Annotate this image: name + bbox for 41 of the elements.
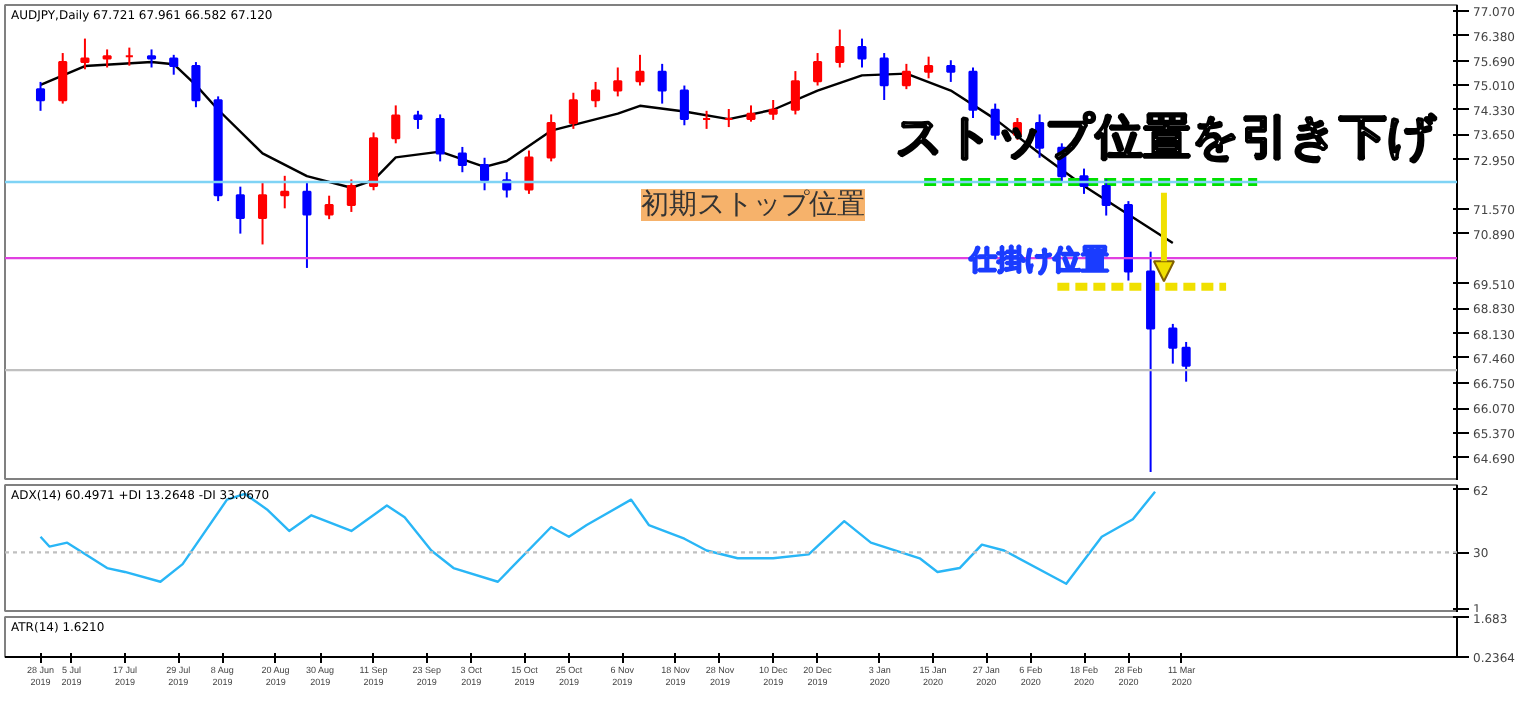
candlestick (391, 104, 401, 145)
candlestick (102, 48, 112, 69)
candlestick (146, 48, 157, 69)
candlestick (435, 113, 445, 163)
candlestick (813, 52, 823, 87)
candlestick (679, 84, 689, 127)
candlestick (879, 52, 889, 101)
candlestick (191, 61, 201, 109)
candlestick (480, 156, 490, 192)
candlestick (946, 59, 956, 83)
candlestick (591, 80, 601, 109)
candlestick (568, 91, 578, 130)
candlestick (302, 182, 312, 269)
candlestick (1101, 178, 1111, 217)
candlestick (524, 149, 534, 195)
candlestick (546, 113, 556, 163)
candlestick (1181, 340, 1191, 383)
candlestick (613, 66, 623, 98)
annotation: 初期ストップ位置 (641, 189, 865, 221)
candlestick (413, 109, 423, 130)
candlestick (768, 98, 778, 121)
candlestick (80, 37, 90, 71)
candlestick (324, 194, 334, 221)
candlestick (901, 62, 911, 91)
candlestick (924, 55, 934, 80)
candlestick (257, 182, 268, 246)
candlestick (369, 131, 379, 192)
candlestick (790, 70, 800, 116)
candlestick (235, 185, 245, 235)
candlestick (835, 28, 845, 69)
candlestick (346, 178, 356, 213)
candlestick (635, 53, 645, 87)
candlestick (35, 80, 46, 112)
candlestick (280, 174, 290, 210)
candlestick (968, 66, 978, 120)
candlestick (1168, 322, 1178, 365)
candlestick (457, 145, 467, 174)
candlestick (657, 62, 667, 105)
candlestick (857, 37, 867, 69)
candlestick (169, 53, 179, 76)
candlestick (58, 52, 68, 105)
